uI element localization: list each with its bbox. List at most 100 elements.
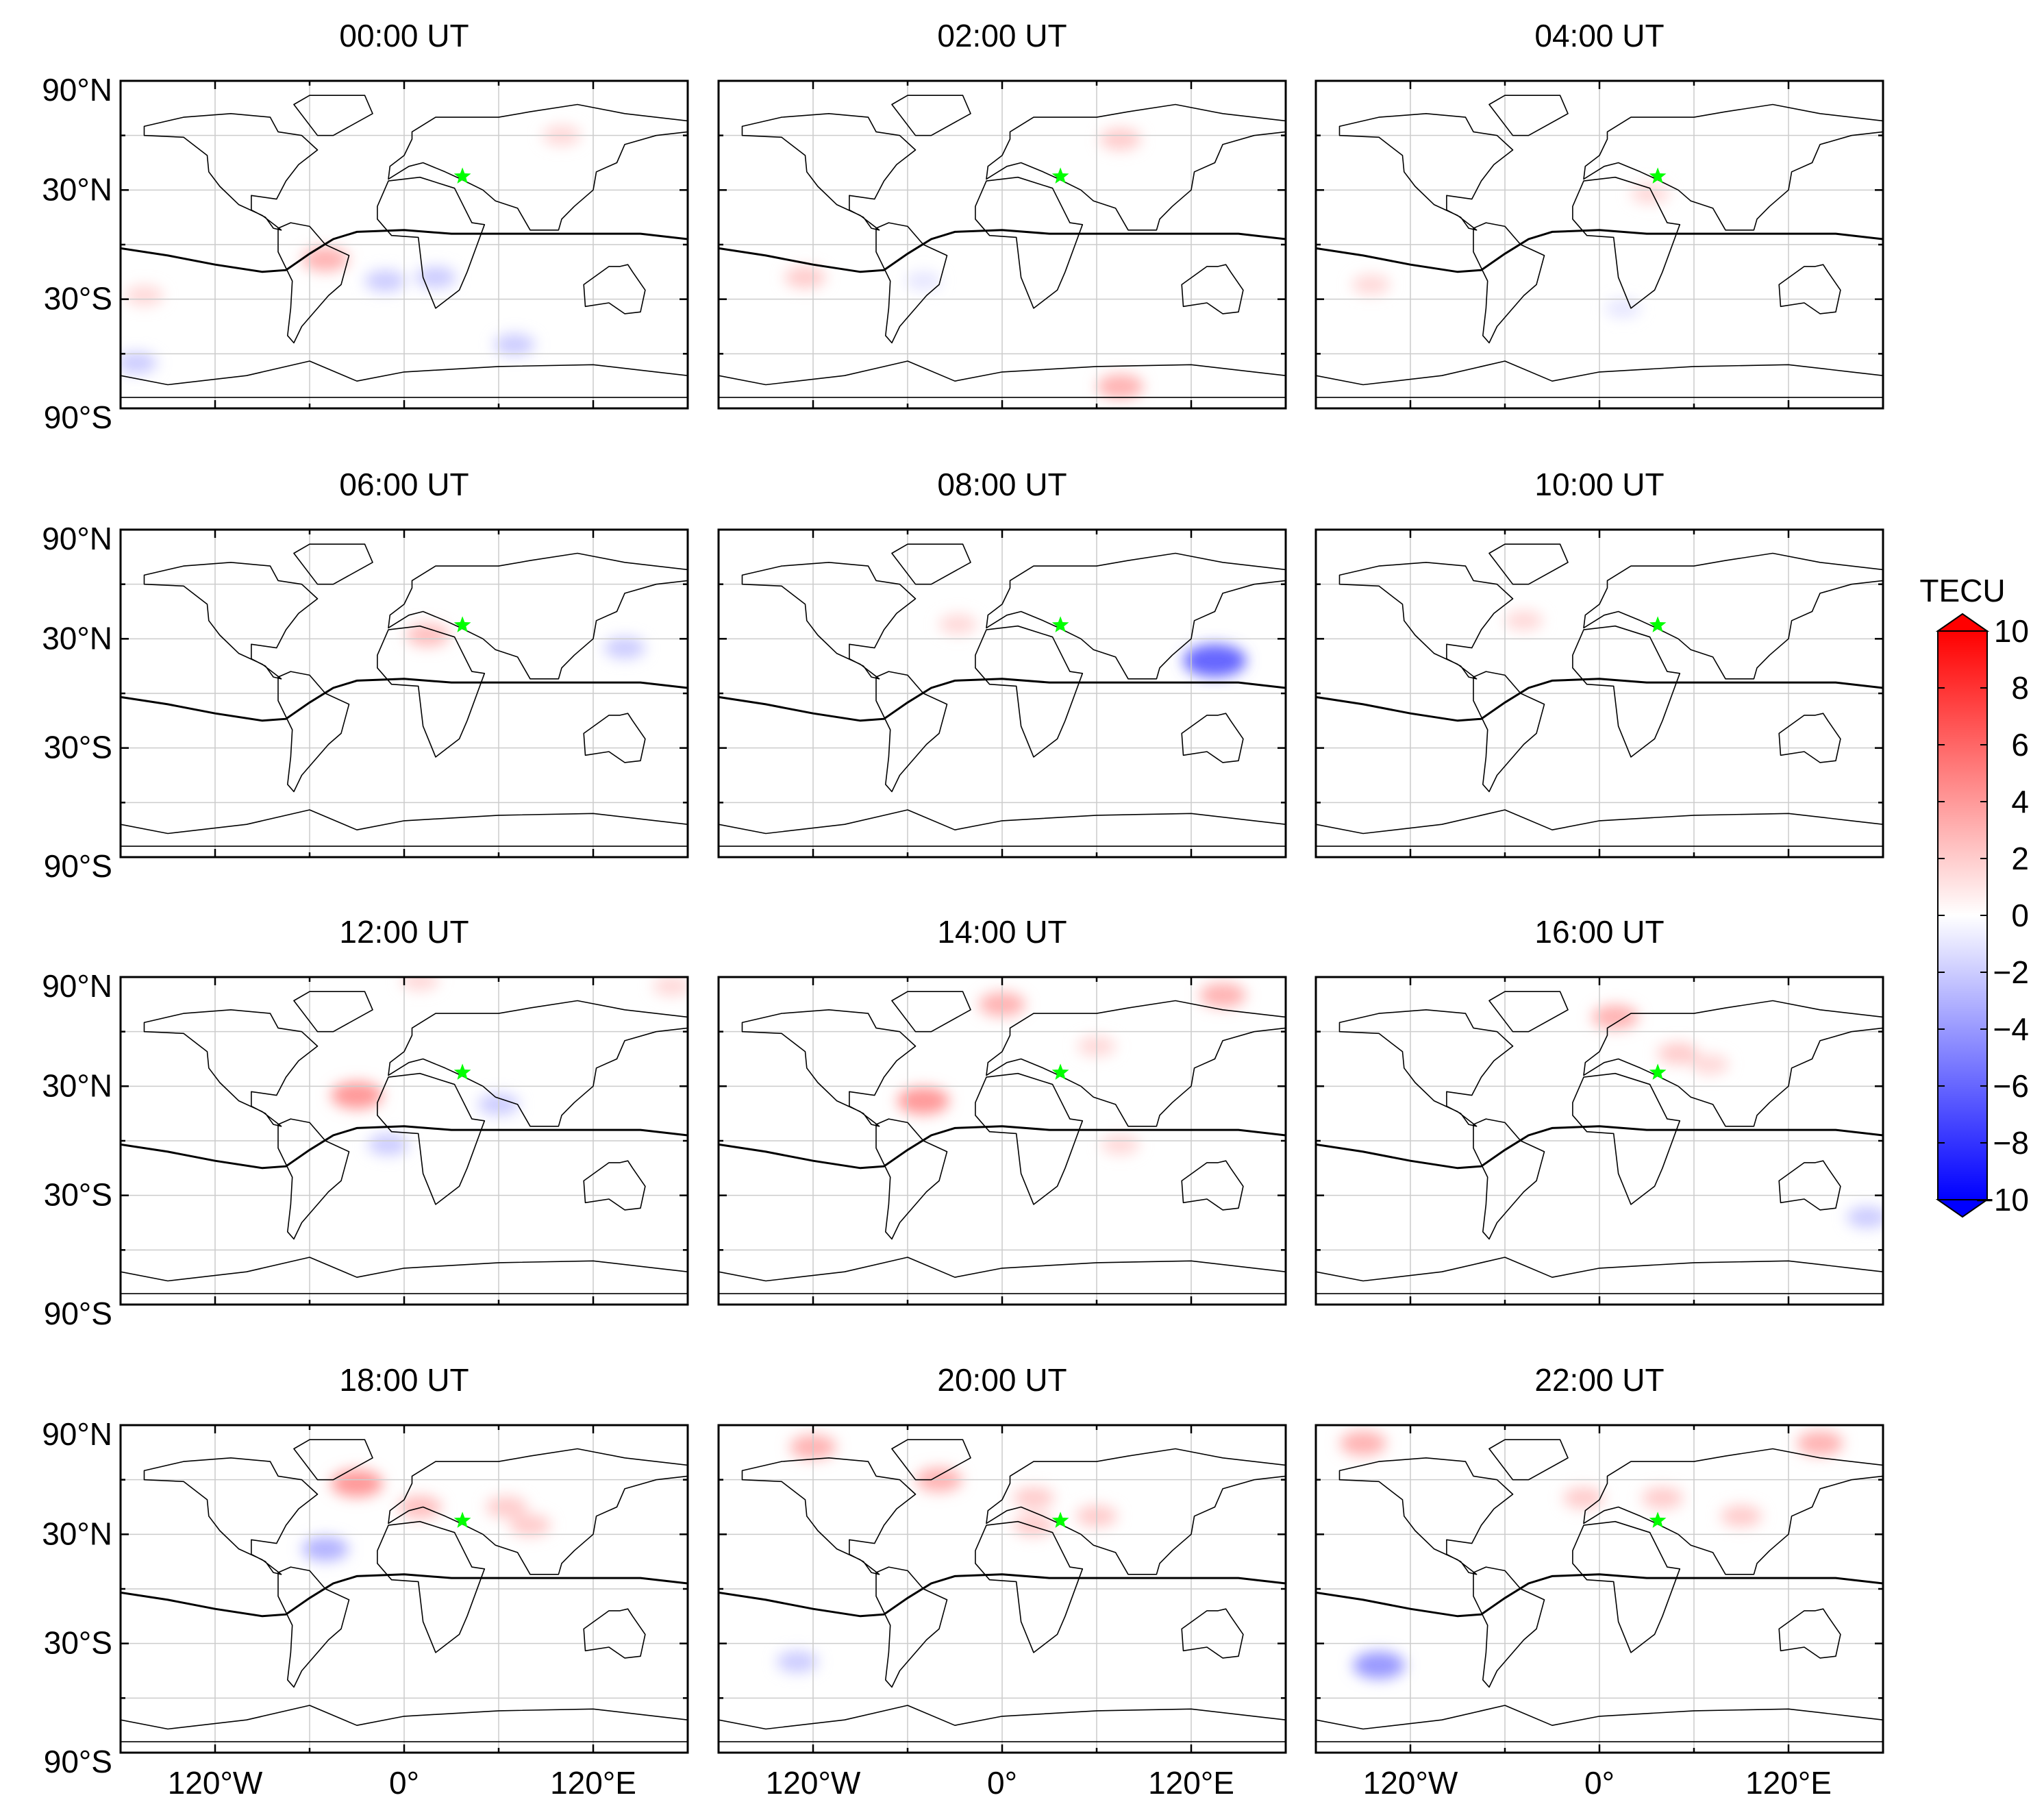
- lat-tick-label: 30°N: [42, 171, 112, 207]
- colorbar-tick-label: 0: [2011, 898, 2029, 933]
- continent-outline: [875, 671, 948, 793]
- continent-outline: [1473, 1118, 1545, 1240]
- equator-line: [121, 229, 688, 273]
- continent-outline: [1778, 1608, 1841, 1659]
- tec-anomaly: [121, 351, 157, 374]
- graticule: [121, 977, 688, 1305]
- tec-anomaly: [1101, 1134, 1140, 1155]
- map-panel: 02:00 UT: [717, 18, 1287, 410]
- tec-anomaly: [1097, 374, 1144, 399]
- continent-outline: [1572, 625, 1681, 758]
- continent-outline: [583, 1160, 646, 1211]
- continent-outline: [891, 95, 971, 136]
- tec-anomaly: [784, 266, 826, 288]
- tec-anomaly: [368, 1133, 409, 1156]
- continent-outline: [377, 1520, 486, 1653]
- tec-anomaly: [401, 977, 439, 991]
- continent-outline: [1181, 713, 1244, 763]
- equator-line: [121, 1573, 688, 1618]
- lon-tick-label: 120°E: [550, 1765, 636, 1801]
- continent-outline: [377, 176, 486, 309]
- lat-tick-label: 30°S: [44, 1625, 112, 1661]
- equator-line: [719, 229, 1286, 273]
- lat-tick-label: 90°N: [42, 72, 112, 108]
- continent-outline: [891, 991, 971, 1033]
- tec-anomaly-layer: [1351, 183, 1669, 318]
- map-panel: 10:00 UT: [1314, 467, 1884, 859]
- colorbar: TECU 10 8 6 4 2 0 −2 −4 −6 −8 −10: [1919, 573, 2029, 1218]
- tec-anomaly: [1353, 1651, 1405, 1679]
- continent-outline: [388, 1000, 688, 1127]
- map-panel: 00:00 UT 90°N 30°N 30°S 90°S: [42, 18, 689, 435]
- continent-outline: [1488, 991, 1569, 1033]
- lat-tick-label: 30°S: [44, 1177, 112, 1213]
- continent-outline: [875, 222, 948, 344]
- colorbar-tick-label: 2: [2011, 841, 2029, 876]
- lat-tick-label: 90°N: [42, 1416, 112, 1452]
- colorbar-tick-label: −2: [1993, 954, 2029, 990]
- panel-title: 12:00 UT: [339, 914, 469, 950]
- continent-outline: [293, 543, 373, 585]
- continent-outline: [1583, 552, 1883, 680]
- lon-tick-label: 120°E: [1148, 1765, 1234, 1801]
- map-panel: 16:00 UT: [1314, 914, 1884, 1306]
- continent-outline: [277, 1566, 350, 1688]
- continent-outline: [121, 1705, 688, 1742]
- axis-ticks: [1316, 977, 1883, 1305]
- tec-anomaly-layer: [897, 983, 1246, 1155]
- tec-anomaly-layer: [784, 127, 1144, 399]
- equator-line: [121, 1125, 688, 1170]
- tec-anomaly: [1504, 610, 1543, 631]
- map-panel: 06:00 UT 90°N 30°N 30°S 90°S: [42, 467, 689, 884]
- continent-outline: [891, 1439, 971, 1481]
- continent-outline: [583, 264, 646, 314]
- tec-anomaly: [938, 614, 977, 635]
- continent-outline: [1572, 176, 1681, 309]
- panel-title: 02:00 UT: [937, 18, 1067, 53]
- axis-ticks: [719, 530, 1286, 857]
- coastlines: [121, 95, 688, 398]
- coastlines: [719, 543, 1286, 847]
- tec-anomaly: [494, 334, 535, 356]
- continent-outline: [1583, 1448, 1883, 1575]
- axis-ticks: [1316, 1425, 1883, 1753]
- continent-outline: [1778, 713, 1841, 763]
- epicenter-star-icon: [1649, 1511, 1667, 1528]
- continent-outline: [719, 1705, 1286, 1742]
- tec-anomaly: [1563, 1487, 1604, 1509]
- continent-outline: [121, 360, 688, 398]
- tec-anomaly: [398, 1495, 442, 1519]
- continent-outline: [388, 552, 688, 680]
- coastlines: [121, 543, 688, 847]
- continent-outline: [277, 671, 350, 793]
- lat-tick-label: 90°S: [44, 399, 112, 435]
- continent-outline: [1338, 113, 1514, 231]
- tec-anomaly: [1183, 644, 1247, 678]
- tec-anomaly: [1658, 1042, 1699, 1065]
- tec-anomaly-layer: [1504, 610, 1543, 631]
- tec-anomaly: [1721, 1505, 1762, 1527]
- continent-outline: [143, 1009, 319, 1127]
- tec-anomaly: [777, 1651, 818, 1673]
- coastlines: [1316, 543, 1883, 847]
- coastlines: [121, 1439, 688, 1742]
- colorbar-tick-label: 10: [1994, 613, 2029, 649]
- panel-title: 18:00 UT: [339, 1362, 469, 1398]
- panel-title: 04:00 UT: [1534, 18, 1664, 53]
- tec-anomaly: [1340, 1431, 1386, 1456]
- tec-anomaly: [486, 1496, 527, 1518]
- coastlines: [1316, 95, 1883, 398]
- continent-outline: [719, 360, 1286, 398]
- continent-outline: [741, 1457, 917, 1575]
- tec-anomaly: [331, 1081, 383, 1109]
- axis-ticks: [719, 1425, 1286, 1753]
- axis-ticks: [719, 977, 1286, 1305]
- tec-anomaly: [906, 271, 941, 291]
- continent-outline: [1338, 1009, 1514, 1127]
- lon-tick-label: 0°: [1584, 1765, 1615, 1801]
- continent-outline: [1181, 1160, 1244, 1211]
- continent-outline: [875, 1118, 948, 1240]
- coastlines: [121, 991, 688, 1294]
- lat-tick-label: 90°N: [42, 968, 112, 1004]
